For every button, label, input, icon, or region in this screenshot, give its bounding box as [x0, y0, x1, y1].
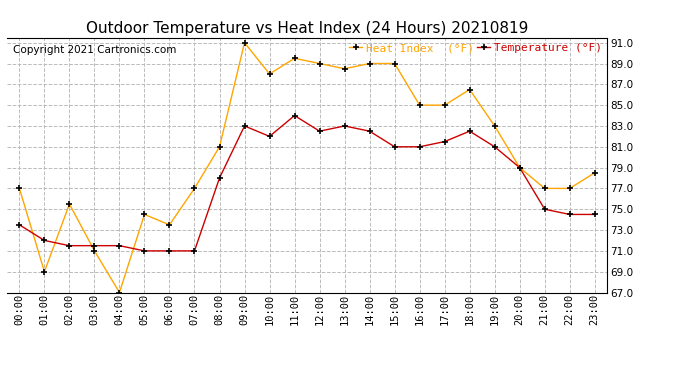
Heat Index  (°F): [140, 212, 148, 217]
Temperature (°F): [540, 207, 549, 212]
Temperature (°F): [266, 134, 274, 139]
Title: Outdoor Temperature vs Heat Index (24 Hours) 20210819: Outdoor Temperature vs Heat Index (24 Ho…: [86, 21, 529, 36]
Temperature (°F): [315, 129, 324, 134]
Heat Index  (°F): [491, 124, 499, 128]
Heat Index  (°F): [466, 87, 474, 92]
Temperature (°F): [15, 223, 23, 227]
Line: Heat Index  (°F): Heat Index (°F): [16, 39, 598, 296]
Temperature (°F): [491, 144, 499, 149]
Heat Index  (°F): [515, 165, 524, 170]
Temperature (°F): [240, 124, 248, 128]
Temperature (°F): [340, 124, 348, 128]
Temperature (°F): [140, 249, 148, 253]
Temperature (°F): [40, 238, 48, 243]
Temperature (°F): [566, 212, 574, 217]
Heat Index  (°F): [90, 249, 99, 253]
Line: Temperature (°F): Temperature (°F): [16, 112, 598, 254]
Temperature (°F): [215, 176, 224, 180]
Temperature (°F): [366, 129, 374, 134]
Heat Index  (°F): [15, 186, 23, 190]
Text: Copyright 2021 Cartronics.com: Copyright 2021 Cartronics.com: [13, 45, 176, 55]
Heat Index  (°F): [566, 186, 574, 190]
Heat Index  (°F): [266, 72, 274, 76]
Temperature (°F): [440, 140, 449, 144]
Temperature (°F): [515, 165, 524, 170]
Heat Index  (°F): [540, 186, 549, 190]
Temperature (°F): [466, 129, 474, 134]
Heat Index  (°F): [440, 103, 449, 107]
Temperature (°F): [166, 249, 174, 253]
Heat Index  (°F): [115, 290, 124, 295]
Heat Index  (°F): [315, 61, 324, 66]
Heat Index  (°F): [391, 61, 399, 66]
Heat Index  (°F): [366, 61, 374, 66]
Temperature (°F): [391, 144, 399, 149]
Heat Index  (°F): [190, 186, 199, 190]
Heat Index  (°F): [166, 223, 174, 227]
Temperature (°F): [290, 113, 299, 118]
Heat Index  (°F): [340, 66, 348, 71]
Temperature (°F): [190, 249, 199, 253]
Heat Index  (°F): [415, 103, 424, 107]
Heat Index  (°F): [66, 202, 74, 206]
Temperature (°F): [66, 243, 74, 248]
Heat Index  (°F): [240, 40, 248, 45]
Heat Index  (°F): [591, 171, 599, 175]
Temperature (°F): [90, 243, 99, 248]
Heat Index  (°F): [290, 56, 299, 61]
Temperature (°F): [591, 212, 599, 217]
Temperature (°F): [115, 243, 124, 248]
Heat Index  (°F): [215, 144, 224, 149]
Temperature (°F): [415, 144, 424, 149]
Legend: Heat Index  (°F), Temperature (°F): Heat Index (°F), Temperature (°F): [344, 39, 606, 57]
Heat Index  (°F): [40, 269, 48, 274]
